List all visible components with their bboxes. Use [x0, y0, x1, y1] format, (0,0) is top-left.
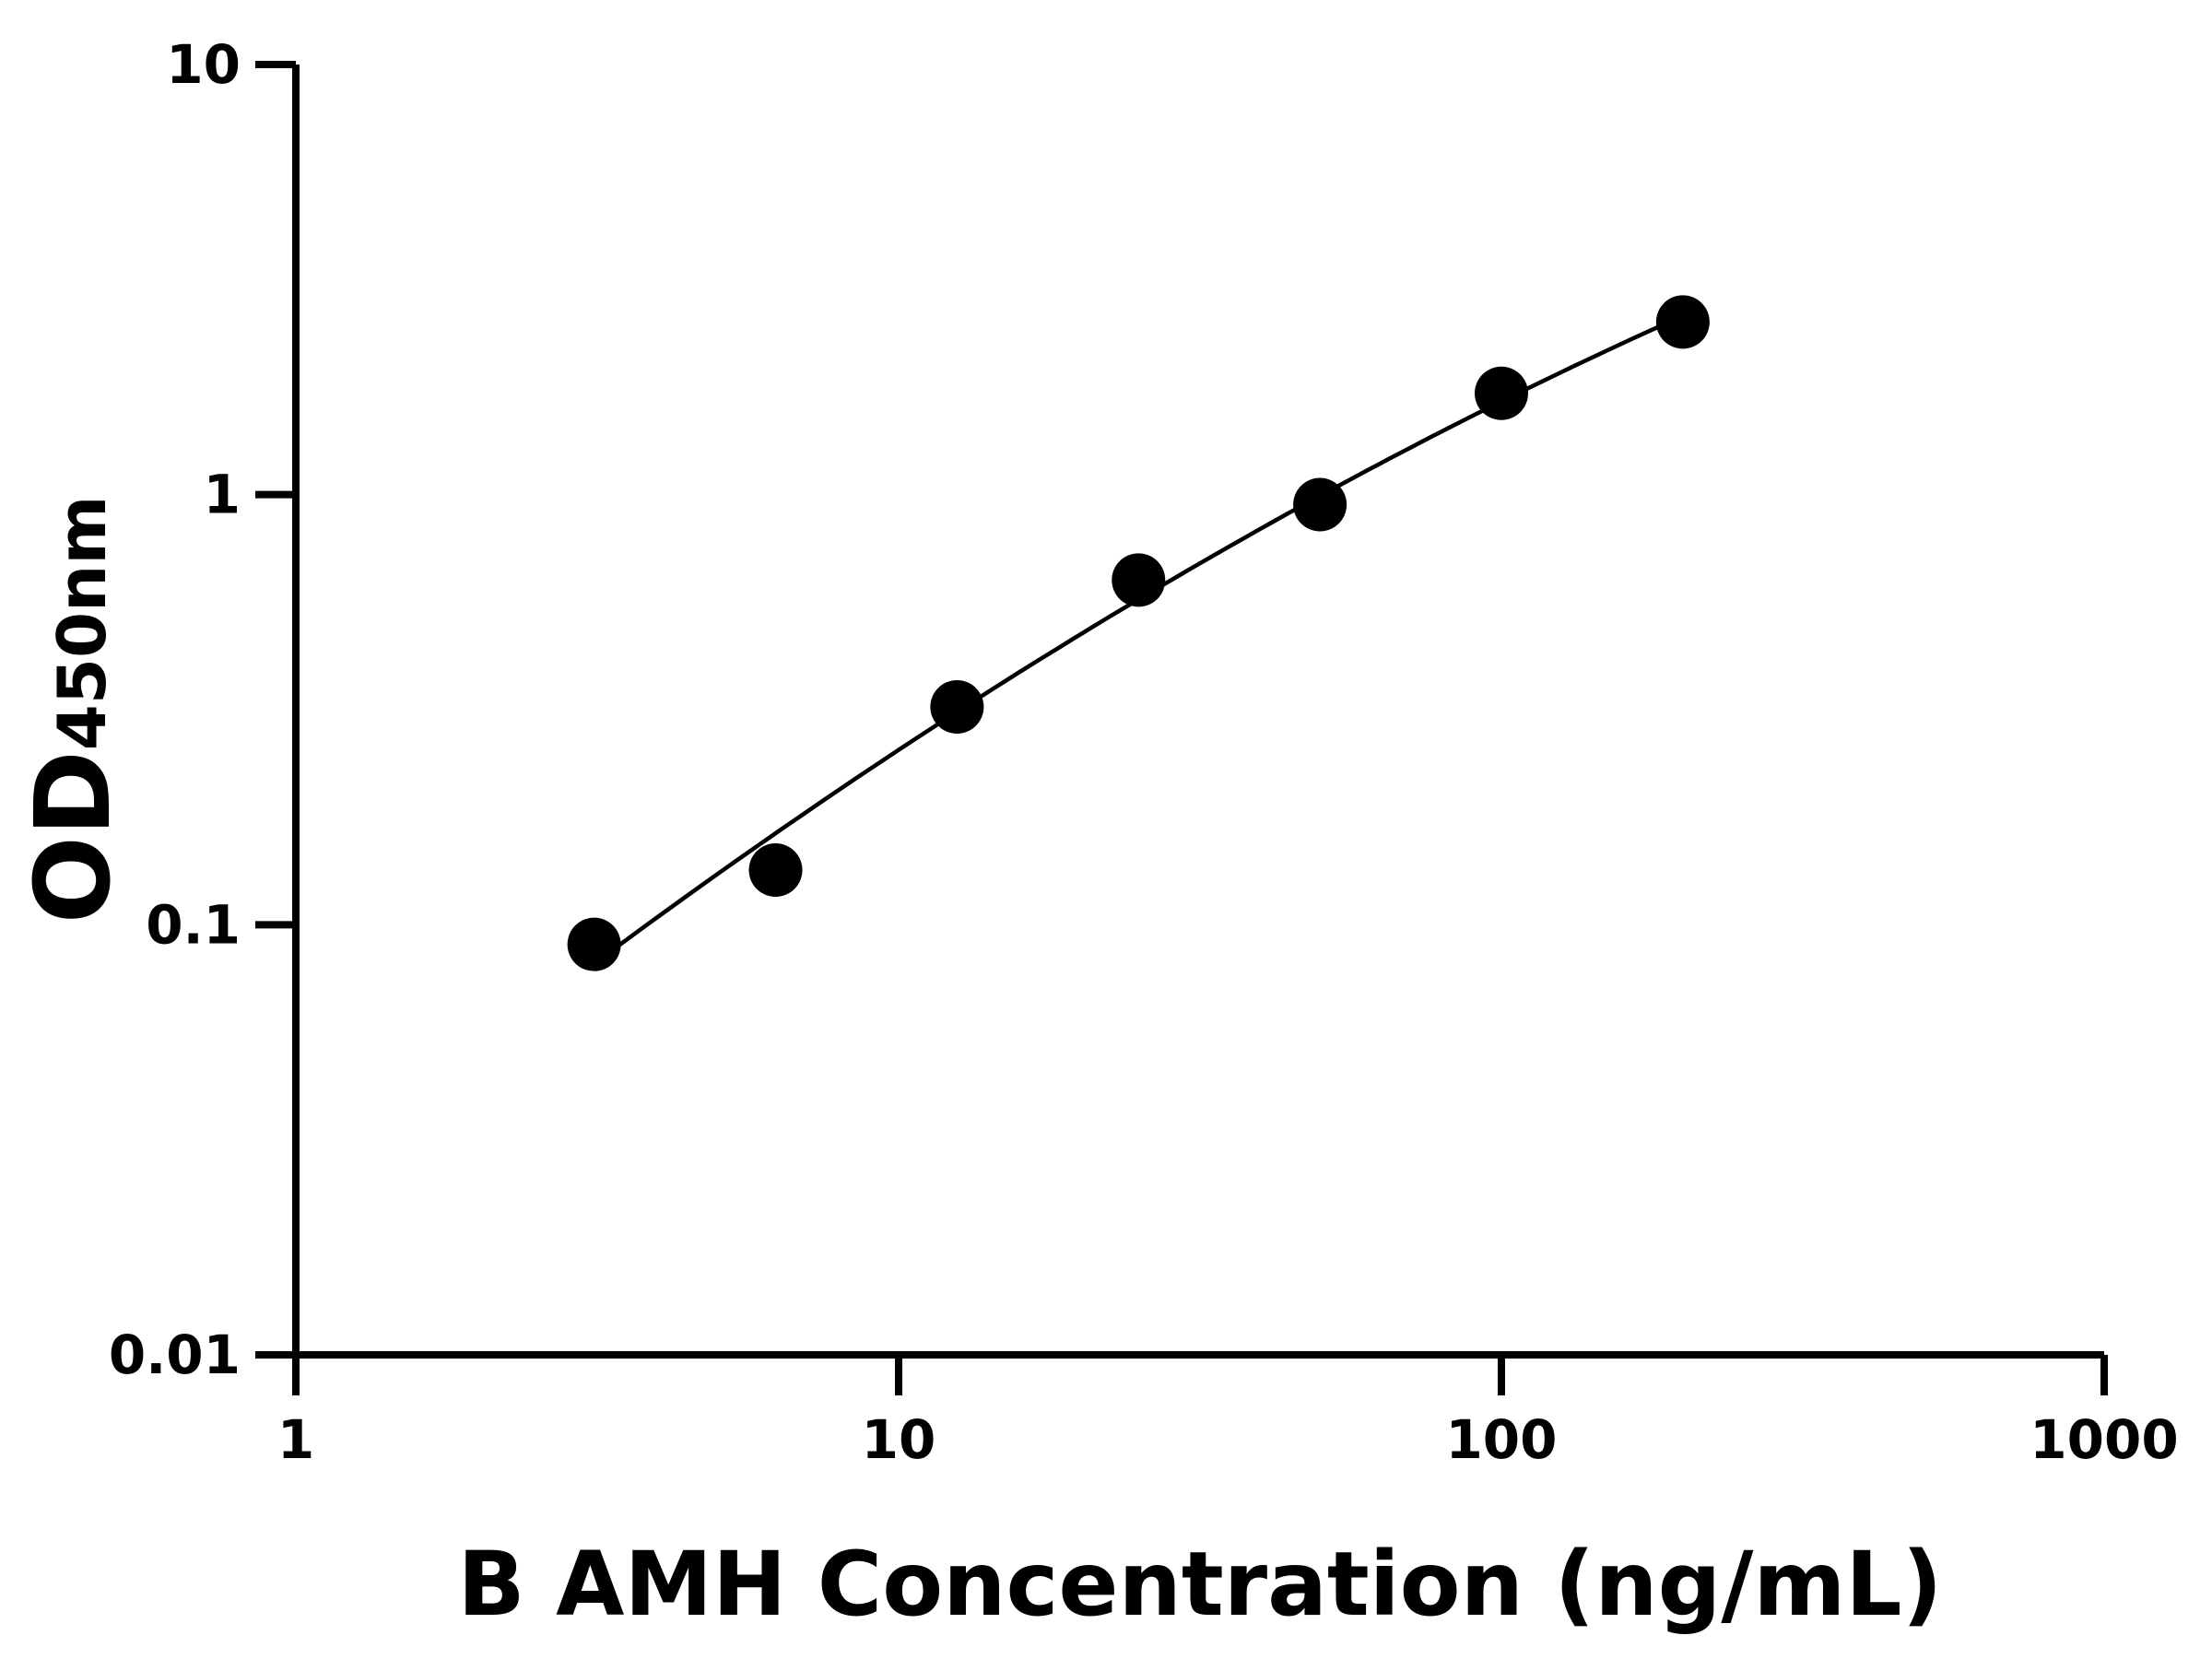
data-point [1475, 366, 1528, 420]
x-tick-label: 10 [862, 1408, 936, 1471]
y-tick-label: 1 [204, 464, 241, 526]
data-point [748, 843, 803, 898]
x-tick-label: 1 [277, 1408, 314, 1471]
y-axis-title: OD450nm [14, 496, 134, 924]
data-point [930, 679, 984, 734]
x-tick-label: 100 [1445, 1408, 1557, 1471]
data-point [1655, 295, 1710, 349]
data-point [1112, 553, 1166, 607]
data-points [567, 295, 1710, 971]
data-point [567, 917, 621, 971]
y-axis-title-sub: 450nm [43, 496, 121, 751]
y-tick-label: 0.01 [109, 1324, 241, 1386]
x-tick-label: 1000 [2030, 1408, 2178, 1471]
y-tick-label: 0.1 [146, 893, 241, 956]
axes: 1 10 100 1000 0.01 0.1 1 10 [109, 33, 2179, 1471]
y-axis-title-main: OD [14, 750, 134, 924]
y-tick-label: 10 [166, 33, 241, 96]
x-axis-title: B AMH Concentration (ng/mL) [458, 1533, 1943, 1636]
data-point [1293, 477, 1347, 532]
